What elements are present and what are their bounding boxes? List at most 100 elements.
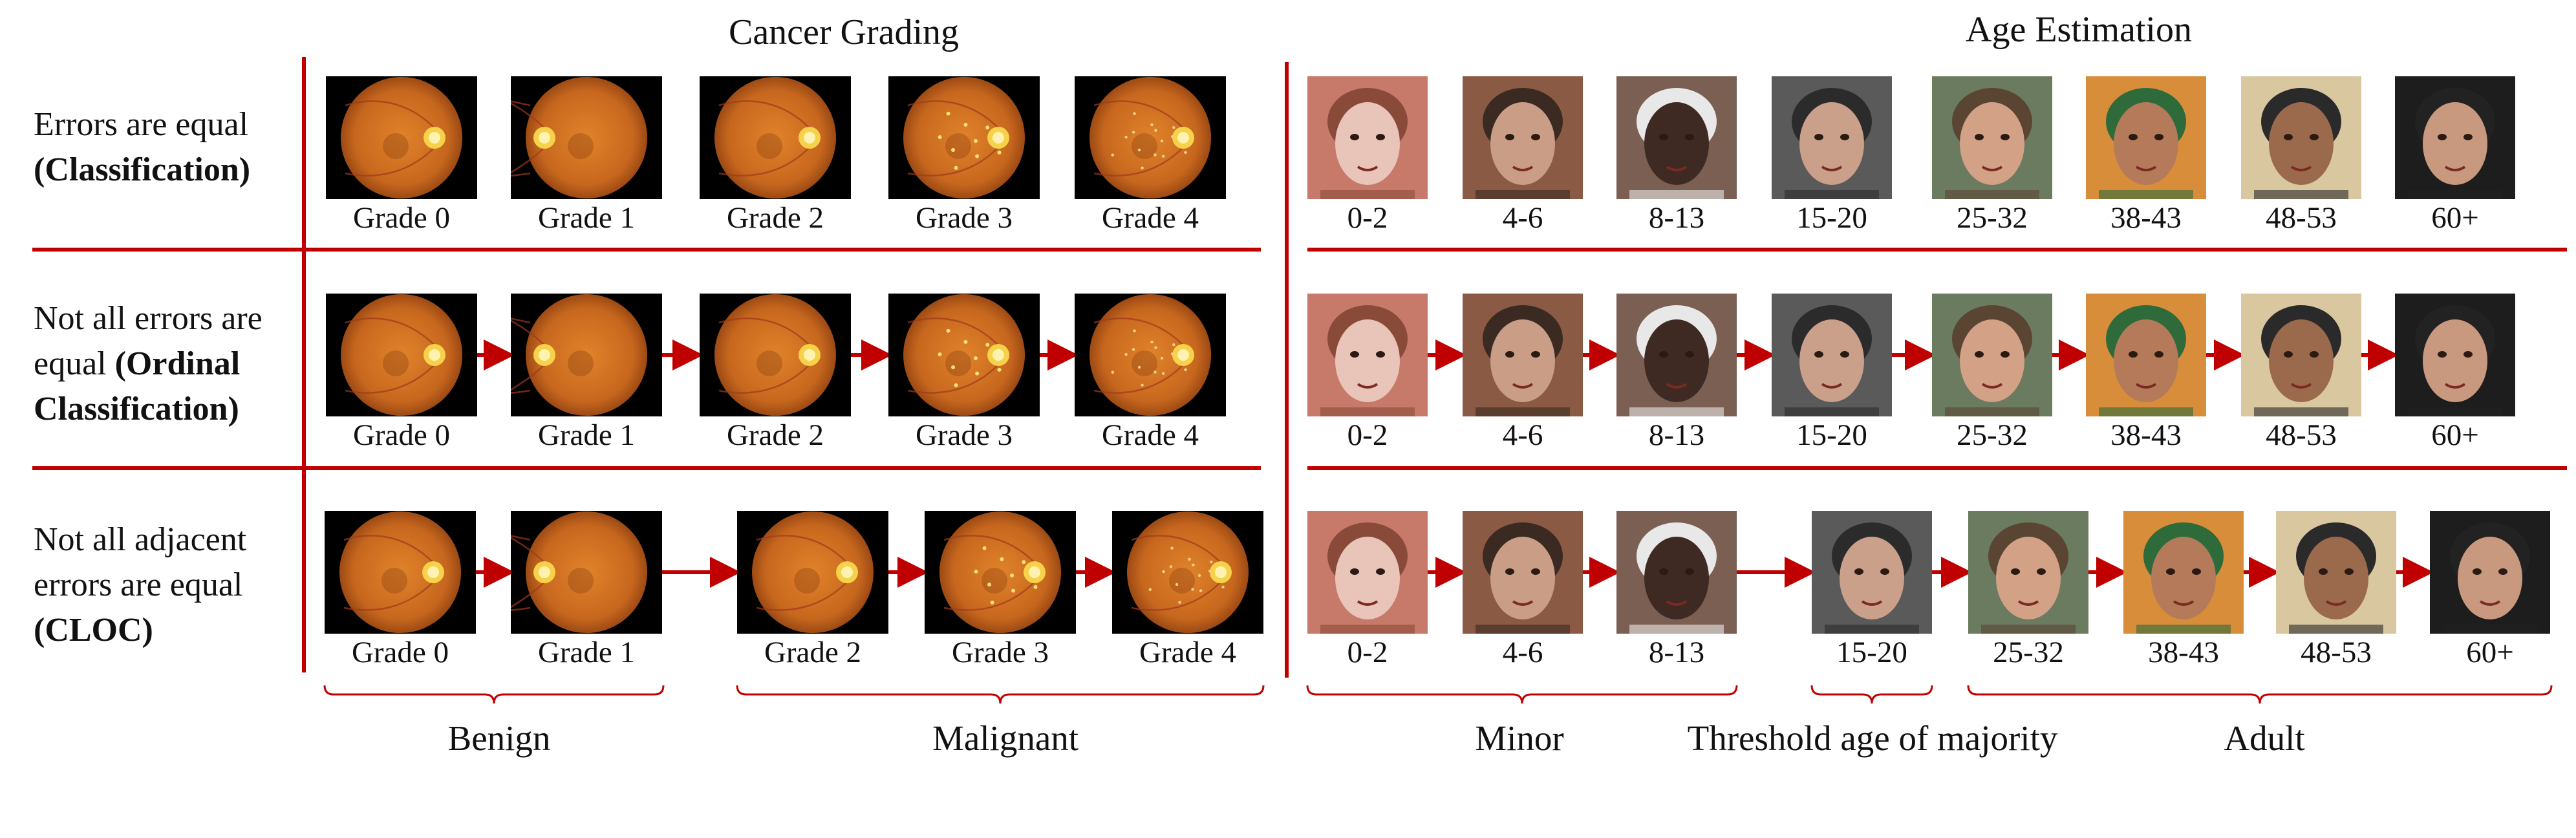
fundus-image bbox=[925, 511, 1076, 634]
row-label-bold: Classification) bbox=[34, 391, 239, 427]
face-image bbox=[1616, 511, 1737, 634]
face-image bbox=[1463, 76, 1583, 199]
face-image bbox=[1616, 76, 1737, 199]
row-label-line: Errors are equal bbox=[34, 106, 249, 143]
fundus-image bbox=[326, 294, 477, 416]
face-photo-icon bbox=[1463, 76, 1583, 199]
fundus-image bbox=[511, 294, 662, 416]
fundus-image bbox=[888, 76, 1040, 199]
grade-label: Grade 4 bbox=[1101, 418, 1199, 452]
row-label-line: Not all adjacent bbox=[34, 521, 247, 558]
age-label: 15-20 bbox=[1836, 636, 1907, 669]
face-image bbox=[1812, 511, 1932, 634]
benign-brace bbox=[323, 685, 665, 704]
face-photo-icon bbox=[2086, 294, 2206, 416]
grade-label: Grade 2 bbox=[726, 201, 824, 235]
fundus-image bbox=[700, 294, 851, 416]
grade-label: Grade 1 bbox=[537, 418, 636, 452]
age-label: 8-13 bbox=[1648, 418, 1705, 452]
age-label: 4-6 bbox=[1502, 418, 1543, 452]
row-label-line: Not all errors are bbox=[34, 300, 263, 337]
face-image bbox=[2395, 76, 2515, 199]
face-photo-icon bbox=[2241, 294, 2361, 416]
adult-label: Adult bbox=[2224, 718, 2305, 758]
age-label: 4-6 bbox=[1502, 201, 1543, 235]
adult-brace bbox=[1967, 685, 2553, 704]
fundus-image bbox=[1075, 76, 1226, 199]
row-label-classification: Errors are equal (Classification) bbox=[34, 102, 250, 193]
age-label: 48-53 bbox=[2266, 201, 2337, 235]
face-image bbox=[2241, 294, 2361, 416]
arrow-group bbox=[476, 339, 2434, 588]
face-photo-icon bbox=[1932, 76, 2052, 199]
face-photo-icon bbox=[2241, 76, 2361, 199]
fundus-image bbox=[326, 76, 477, 199]
retina-fundus-icon bbox=[752, 511, 874, 633]
benign-label: Benign bbox=[447, 718, 551, 758]
retina-fundus-icon bbox=[341, 294, 462, 416]
row-label-line: equal bbox=[34, 345, 115, 382]
face-photo-icon bbox=[1812, 511, 1932, 634]
retina-fundus-icon bbox=[1127, 511, 1249, 633]
grade-label: Grade 2 bbox=[726, 418, 824, 452]
fundus-image bbox=[737, 511, 888, 634]
face-photo-icon bbox=[1463, 511, 1583, 634]
threshold-brace bbox=[1810, 685, 1933, 704]
minor-label: Minor bbox=[1475, 718, 1564, 758]
retina-fundus-icon bbox=[511, 77, 647, 199]
grade-label: Grade 0 bbox=[351, 636, 449, 669]
grade-label: Grade 3 bbox=[915, 201, 1013, 235]
age-label: 48-53 bbox=[2266, 418, 2337, 452]
face-photo-icon bbox=[1307, 76, 1428, 199]
retina-fundus-icon bbox=[341, 77, 462, 199]
face-photo-icon bbox=[2086, 76, 2206, 199]
face-photo-icon bbox=[1616, 76, 1737, 199]
retina-fundus-icon bbox=[903, 294, 1025, 416]
face-photo-icon bbox=[2395, 294, 2515, 416]
retina-fundus-icon bbox=[511, 294, 647, 416]
age-label: 15-20 bbox=[1796, 418, 1867, 452]
retina-fundus-icon bbox=[511, 511, 647, 633]
row-label-bold: (Classification) bbox=[34, 151, 251, 188]
grade-label: Grade 2 bbox=[764, 636, 862, 669]
age-label: 48-53 bbox=[2301, 636, 2372, 669]
age-label: 15-20 bbox=[1796, 201, 1867, 235]
age-label: 38-43 bbox=[2110, 418, 2182, 452]
age-label: 25-32 bbox=[1957, 201, 2028, 235]
grade-label: Grade 1 bbox=[537, 636, 636, 669]
face-image bbox=[2276, 511, 2396, 634]
face-photo-icon bbox=[2123, 511, 2244, 634]
retina-fundus-icon bbox=[1089, 77, 1211, 199]
age-label: 0-2 bbox=[1347, 201, 1388, 235]
row-label-cloc: Not all adjacent errors are equal (CLOC) bbox=[34, 517, 246, 653]
age-label: 8-13 bbox=[1648, 201, 1705, 235]
age-label: 4-6 bbox=[1502, 636, 1543, 669]
face-photo-icon bbox=[1772, 294, 1892, 416]
face-image bbox=[1616, 294, 1737, 416]
row-label-bold: (CLOC) bbox=[34, 612, 153, 649]
face-image bbox=[1307, 511, 1428, 634]
face-photo-icon bbox=[1616, 294, 1737, 416]
age-label: 60+ bbox=[2431, 201, 2479, 235]
face-image bbox=[2086, 76, 2206, 199]
grade-label: Grade 0 bbox=[352, 201, 451, 235]
face-image bbox=[1968, 511, 2088, 634]
age-label: 8-13 bbox=[1648, 636, 1705, 669]
retina-fundus-icon bbox=[339, 511, 461, 633]
row-label-ordinal: Not all errors are equal (Ordinal Classi… bbox=[34, 296, 263, 432]
grade-label: Grade 1 bbox=[537, 201, 636, 235]
face-photo-icon bbox=[1772, 76, 1892, 199]
grade-label: Grade 4 bbox=[1139, 636, 1237, 669]
cancer-grading-title: Cancer Grading bbox=[728, 12, 960, 52]
fundus-image bbox=[1112, 511, 1263, 634]
face-photo-icon bbox=[2430, 511, 2550, 634]
face-image bbox=[2086, 294, 2206, 416]
fundus-image bbox=[511, 511, 662, 634]
face-image bbox=[1772, 294, 1892, 416]
face-photo-icon bbox=[1307, 294, 1428, 416]
malignant-label: Malignant bbox=[932, 718, 1079, 758]
face-image bbox=[1772, 76, 1892, 199]
age-estimation-title: Age Estimation bbox=[1966, 10, 2192, 50]
